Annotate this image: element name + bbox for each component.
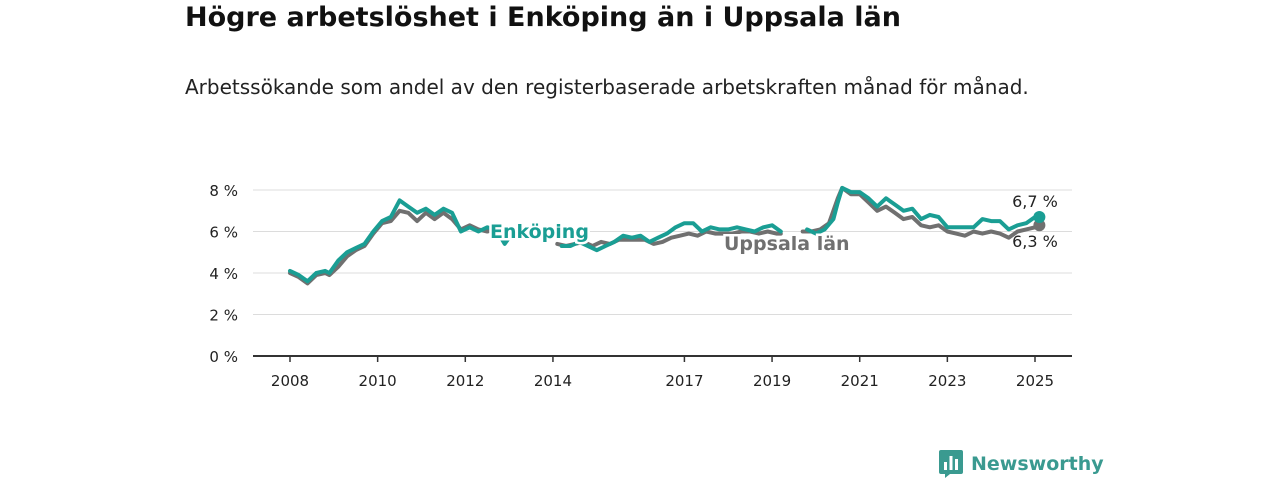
- series-line-enkoping: [288, 198, 512, 284]
- chart-title: Högre arbetslöshet i Enköping än i Uppsa…: [185, 2, 901, 33]
- x-tick-label: 2012: [446, 372, 484, 390]
- x-tick-label: 2025: [1016, 372, 1054, 390]
- end-value-label-uppsala: 6,3 %: [1012, 232, 1058, 251]
- newsworthy-logo: Newsworthy: [938, 449, 1104, 479]
- y-tick-label: 8 %: [209, 182, 238, 200]
- end-point-uppsala: [1033, 219, 1046, 232]
- x-tick-label: 2008: [271, 372, 309, 390]
- series-label-uppsala: Uppsala län: [724, 233, 850, 255]
- x-tick-label: 2023: [928, 372, 966, 390]
- y-tick-label: 6 %: [209, 224, 238, 242]
- series-labels: Enköping Uppsala län 6,7 % 6,3 %: [488, 192, 1058, 258]
- x-axis-tick-labels: 2008 2010 2012 2014 2017 2019 2021 2023 2025: [271, 356, 1054, 390]
- end-value-label-enkoping: 6,7 %: [1012, 192, 1058, 211]
- y-axis-tick-labels: 0 % 2 % 4 % 6 % 8 %: [209, 182, 238, 366]
- series-line-enkoping: [805, 185, 1042, 236]
- brand-name: Newsworthy: [971, 453, 1104, 475]
- end-point-enkoping: [1033, 210, 1046, 223]
- x-tick-label: 2010: [359, 372, 397, 390]
- series-line-enkoping: [559, 221, 783, 253]
- y-tick-label: 2 %: [209, 307, 238, 325]
- gridlines: [253, 189, 1072, 357]
- x-tick-label: 2017: [665, 372, 703, 390]
- x-tick-label: 2021: [841, 372, 879, 390]
- y-tick-label: 0 %: [209, 348, 238, 366]
- chart-subtitle: Arbetssökande som andel av den registerb…: [185, 75, 1029, 99]
- series-lines: [288, 185, 1046, 286]
- x-tick-label: 2019: [753, 372, 791, 390]
- y-tick-label: 4 %: [209, 265, 238, 283]
- x-tick-label: 2014: [534, 372, 572, 390]
- bar-chart-badge-icon: [939, 450, 963, 478]
- series-label-enkoping: Enköping: [490, 221, 589, 243]
